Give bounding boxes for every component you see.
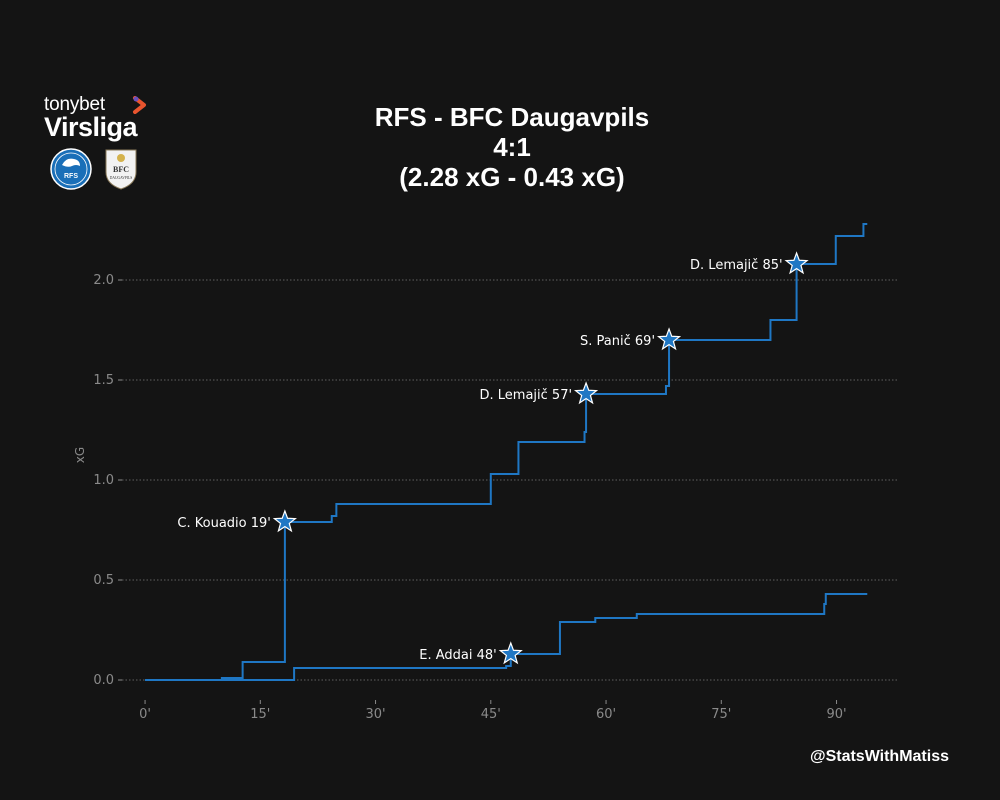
goal-label: E. Addai 48' <box>419 648 496 663</box>
y-tick-label: 0.0 <box>93 673 114 688</box>
away-crest-text-bottom: DAUGAVPILS <box>110 176 133 180</box>
sponsor-mark-icon <box>133 96 146 114</box>
away-team-crest-icon: BFC DAUGAVPILS <box>105 149 137 190</box>
x-tick-label: 90' <box>826 707 846 722</box>
x-axis-ticks: 0' 15' 30' 45' 60' 75' 90' <box>139 700 847 722</box>
goal-label: C. Kouadio 19' <box>177 516 270 531</box>
x-tick-label: 60' <box>596 707 616 722</box>
x-tick-label: 75' <box>711 707 731 722</box>
goal-label: S. Panič 69' <box>580 334 655 349</box>
series-lines <box>145 223 868 681</box>
home-crest-text: RFS <box>64 173 78 180</box>
credit-handle: @StatsWithMatiss <box>809 748 949 765</box>
goal-markers: C. Kouadio 19' D. Lemajič 57' S. Panič 69'… <box>177 251 809 665</box>
title-match: RFS - BFC Daugavpils <box>374 102 650 132</box>
y-tick-label: 1.0 <box>93 473 114 488</box>
y-axis-ticks: 0.0 0.5 1.0 1.5 2.0 <box>93 273 122 688</box>
series-line-2 <box>145 593 868 681</box>
y-tick-label: 0.5 <box>93 573 114 588</box>
series-line-1 <box>145 223 868 681</box>
y-tick-label: 1.5 <box>93 373 114 388</box>
title-xg: (2.28 xG - 0.43 xG) <box>399 162 625 192</box>
goal-star-marker <box>784 251 809 275</box>
x-tick-label: 15' <box>250 707 270 722</box>
away-crest-text-top: BFC <box>113 165 129 174</box>
goal-label: D. Lemajič 85' <box>690 258 783 273</box>
grid-lines <box>122 279 898 681</box>
goal-star-marker <box>272 509 297 533</box>
goal-star-marker <box>498 641 523 665</box>
home-team-crest-icon: RFS <box>50 148 92 190</box>
title-score: 4:1 <box>493 132 531 162</box>
y-axis-label: xG <box>73 447 87 463</box>
y-tick-label: 2.0 <box>93 273 114 288</box>
chart-title: RFS - BFC Daugavpils 4:1 (2.28 xG - 0.43… <box>0 102 1000 192</box>
league-logo: tonybet Virsliga RFS BFC DAUGAVPILS <box>44 94 164 194</box>
goal-star-marker <box>656 327 682 351</box>
goal-label: D. Lemajič 57' <box>480 388 573 403</box>
sponsor-wordmark: tonybet <box>44 94 105 115</box>
x-tick-label: 30' <box>365 707 385 722</box>
x-tick-label: 45' <box>481 707 501 722</box>
league-wordmark: Virsliga <box>44 112 138 142</box>
goal-star-marker <box>573 381 599 405</box>
x-tick-label: 0' <box>139 707 151 722</box>
